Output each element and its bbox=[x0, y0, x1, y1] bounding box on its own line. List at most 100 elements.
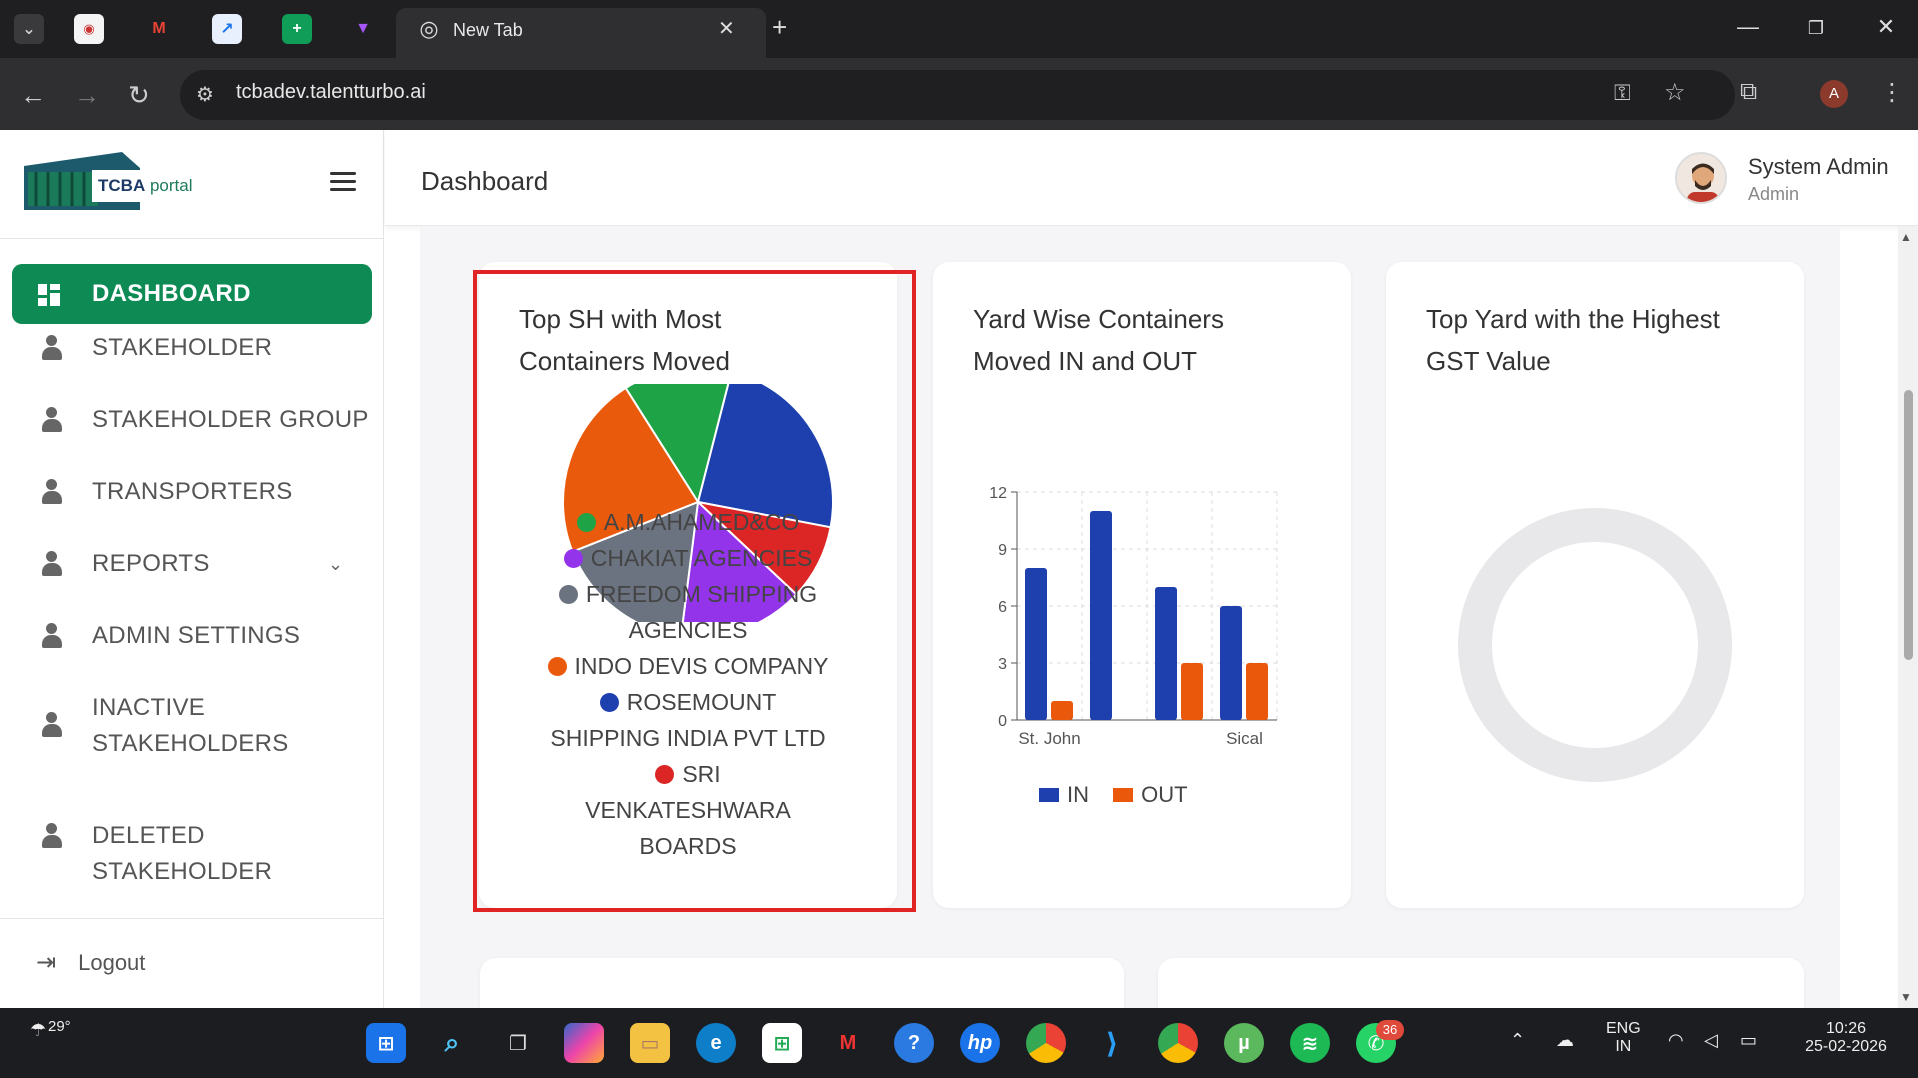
battery-icon[interactable]: ▭ bbox=[1740, 1030, 1758, 1050]
copilot-icon[interactable] bbox=[564, 1023, 604, 1063]
legend-item[interactable]: SRI VENKATESHWARA BOARDS bbox=[479, 756, 897, 864]
hp-icon[interactable]: hp bbox=[960, 1023, 1000, 1063]
onedrive-icon[interactable]: ☁ bbox=[1556, 1030, 1574, 1050]
new-tab-icon[interactable]: + bbox=[772, 12, 788, 42]
edge-icon[interactable]: e bbox=[696, 1023, 736, 1063]
close-tab-icon[interactable]: ✕ bbox=[718, 18, 735, 40]
sheets-tab-icon[interactable]: + bbox=[282, 14, 312, 44]
weather-icon[interactable]: ☂ bbox=[30, 1020, 47, 1040]
legend-item[interactable]: INDO DEVIS COMPANY bbox=[479, 648, 897, 684]
pie-slice[interactable] bbox=[624, 382, 732, 505]
sidebar-item-stakeholder-group[interactable]: STAKEHOLDER GROUP bbox=[12, 402, 372, 438]
bookmark-star-icon[interactable]: ☆ bbox=[1664, 79, 1686, 106]
bar-in[interactable] bbox=[1220, 606, 1242, 720]
legend-label: INDO DEVIS COMPANY bbox=[574, 653, 829, 679]
legend-item[interactable]: CHAKIAT AGENCIES bbox=[479, 540, 897, 576]
x-tick-label: St. John bbox=[1018, 729, 1080, 748]
logout-button[interactable]: ⇥ Logout bbox=[36, 948, 145, 977]
bar-in[interactable] bbox=[1090, 511, 1112, 720]
more-menu-icon[interactable]: ⋮ bbox=[1880, 79, 1904, 106]
bar-out[interactable] bbox=[1246, 663, 1268, 720]
gmail-tab-icon[interactable]: M bbox=[152, 20, 166, 37]
start-windows-icon[interactable]: ⊞ bbox=[366, 1023, 406, 1063]
bar-out[interactable] bbox=[1051, 701, 1073, 720]
window-close-icon[interactable]: ✕ bbox=[1876, 14, 1896, 39]
sidebar-item-inactive-stakeholders[interactable]: INACTIVE STAKEHOLDERS bbox=[12, 690, 312, 762]
clock[interactable]: 10:26 25-02-2026 bbox=[1796, 1020, 1896, 1056]
sidebar-item-transporters[interactable]: TRANSPORTERS bbox=[12, 474, 372, 510]
sidebar-item-label: REPORTS bbox=[92, 550, 210, 577]
legend-item-out[interactable]: OUT bbox=[1113, 782, 1188, 807]
url-text[interactable]: tcbadev.talentturbo.ai bbox=[236, 81, 426, 103]
scroll-up-icon[interactable]: ▲ bbox=[1900, 230, 1912, 244]
reload-icon[interactable]: ↻ bbox=[128, 80, 150, 110]
bar-in[interactable] bbox=[1155, 587, 1177, 720]
help-icon[interactable]: ? bbox=[894, 1023, 934, 1063]
legend-item[interactable]: FREEDOM SHIPPING AGENCIES bbox=[479, 576, 897, 648]
chrome-profile-icon[interactable] bbox=[1158, 1023, 1198, 1063]
back-icon[interactable]: ← bbox=[20, 80, 46, 110]
tab-search-icon[interactable]: ⌄ bbox=[14, 14, 44, 44]
bar-in[interactable] bbox=[1025, 568, 1047, 720]
sh-pie-legend: A.M.AHAMED&CO CHAKIAT AGENCIES FREEDOM S… bbox=[479, 504, 897, 864]
sidebar-item-deleted-stakeholder[interactable]: DELETED STAKEHOLDER bbox=[12, 818, 372, 890]
logo-text-bold: TCBA bbox=[98, 176, 146, 195]
utorrent-icon[interactable]: µ bbox=[1224, 1023, 1264, 1063]
language-indicator[interactable]: ENG IN bbox=[1606, 1020, 1641, 1056]
bar-out[interactable] bbox=[1181, 663, 1203, 720]
pie-slice[interactable] bbox=[562, 386, 700, 553]
avatar[interactable] bbox=[1675, 152, 1727, 204]
legend-label: FREEDOM SHIPPING AGENCIES bbox=[585, 581, 818, 643]
tab-favicon-1[interactable]: ◉ bbox=[74, 14, 104, 44]
scroll-down-icon[interactable]: ▼ bbox=[1900, 990, 1912, 1004]
chevron-down-icon[interactable]: ⌄ bbox=[328, 554, 344, 574]
sidebar-item-stakeholder[interactable]: STAKEHOLDER bbox=[12, 330, 372, 366]
sidebar-item-admin-settings[interactable]: ADMIN SETTINGS bbox=[12, 618, 372, 654]
tab-favicon-3[interactable]: ↗ bbox=[212, 14, 242, 44]
sidebar-divider bbox=[0, 918, 384, 919]
restore-icon[interactable]: ❐ bbox=[1807, 18, 1825, 38]
scrollbar-thumb[interactable] bbox=[1904, 390, 1913, 660]
legend-item-in[interactable]: IN bbox=[1039, 782, 1089, 807]
chrome-icon[interactable] bbox=[1026, 1023, 1066, 1063]
active-tab[interactable] bbox=[396, 8, 766, 58]
volume-icon[interactable]: ◁ bbox=[1704, 1030, 1718, 1050]
pie-slice[interactable] bbox=[681, 499, 798, 622]
password-key-icon[interactable]: ⚿ bbox=[1614, 80, 1631, 105]
extensions-icon[interactable]: ⧉ bbox=[1740, 78, 1758, 105]
app: TCBA portal DASHBOARD STAKEHOLDER STAKEH… bbox=[0, 130, 1918, 1038]
hamburger-menu-icon[interactable] bbox=[330, 172, 356, 192]
site-info-icon[interactable]: ⚙ bbox=[196, 84, 214, 106]
y-tick-label: 0 bbox=[998, 713, 1007, 730]
task-view-icon[interactable]: ❐ bbox=[509, 1032, 527, 1055]
tcba-logo[interactable]: TCBA portal bbox=[22, 152, 202, 214]
wifi-icon[interactable]: ◠ bbox=[1668, 1030, 1684, 1050]
bar-legend: IN OUT bbox=[1039, 782, 1188, 808]
legend-item[interactable]: A.M.AHAMED&CO bbox=[479, 504, 897, 540]
legend-label: ROSEMOUNT SHIPPING INDIA PVT LTD bbox=[550, 689, 826, 751]
weather-temp[interactable]: 29° bbox=[48, 1018, 71, 1035]
tab-bar bbox=[0, 0, 1918, 58]
forward-icon[interactable]: → bbox=[74, 80, 100, 110]
card-top-sh: Top SH with Most Containers Moved A.M.AH… bbox=[479, 262, 897, 908]
profile-avatar[interactable]: A bbox=[1820, 80, 1848, 108]
mcafee-icon[interactable]: M bbox=[839, 1031, 857, 1054]
search-icon[interactable]: ⌕ bbox=[444, 1027, 460, 1057]
logout-label: Logout bbox=[78, 949, 146, 975]
legend-dot bbox=[563, 549, 583, 568]
tray-expand-icon[interactable]: ⌃ bbox=[1510, 1030, 1526, 1050]
vscode-icon[interactable]: ⟩ bbox=[1105, 1027, 1119, 1059]
vite-tab-icon[interactable]: ▼ bbox=[355, 20, 371, 37]
user-name[interactable]: System Admin bbox=[1748, 154, 1889, 179]
pie-slice[interactable] bbox=[696, 382, 834, 529]
file-explorer-icon[interactable]: ▭ bbox=[630, 1023, 670, 1063]
legend-item[interactable]: ROSEMOUNT SHIPPING INDIA PVT LTD bbox=[479, 684, 897, 756]
spotify-icon[interactable]: ≋ bbox=[1290, 1023, 1330, 1063]
sidebar-item-reports[interactable]: REPORTS ⌄ bbox=[12, 546, 372, 582]
sidebar-item-dashboard[interactable]: DASHBOARD bbox=[12, 264, 372, 324]
minimize-icon[interactable]: — bbox=[1737, 14, 1759, 39]
store-icon[interactable]: ⊞ bbox=[762, 1023, 802, 1063]
address-bar[interactable] bbox=[180, 70, 1735, 120]
legend-label: CHAKIAT AGENCIES bbox=[590, 545, 813, 571]
card-title: Yard Wise Containers Moved IN and OUT bbox=[973, 304, 1224, 376]
